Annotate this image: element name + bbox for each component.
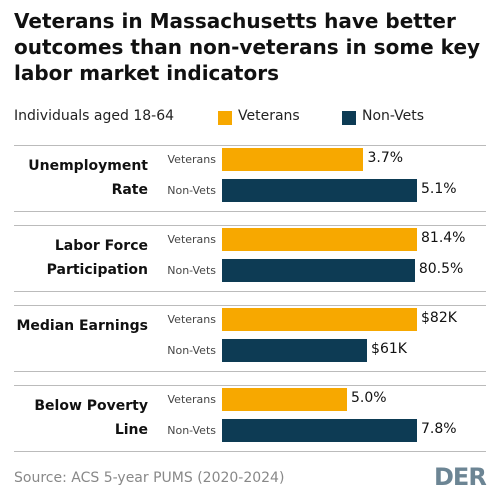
chart-title: Veterans in Massachusetts have better ou… (14, 9, 481, 85)
bar (222, 339, 368, 362)
bar (222, 259, 415, 282)
row-label: Non-Vets (167, 424, 216, 437)
separator (14, 305, 486, 306)
subtitle: Individuals aged 18-64 (14, 108, 175, 124)
category-label: Unemployment Rate (28, 158, 148, 198)
value-label: $61K (371, 341, 407, 357)
row-label: Non-Vets (167, 344, 216, 357)
separator (14, 145, 486, 146)
row-label: Veterans (167, 313, 217, 326)
category-label: Below Poverty Line (34, 398, 148, 438)
separator (14, 225, 486, 226)
row-label: Veterans (167, 233, 217, 246)
bar (222, 228, 417, 251)
value-label: $82K (421, 310, 457, 326)
category-label: Labor Force Participation (46, 238, 148, 278)
value-label: 80.5% (418, 261, 464, 277)
separator (14, 451, 486, 452)
row-label: Veterans (167, 393, 217, 406)
separator (14, 371, 486, 372)
separator (14, 385, 486, 386)
value-label: 5.1% (421, 181, 457, 197)
legend-label: Non-Vets (362, 108, 425, 124)
bar (222, 419, 417, 442)
row-label: Non-Vets (167, 264, 216, 277)
separator (14, 211, 486, 212)
row-label: Veterans (167, 153, 217, 166)
value-label: 7.8% (421, 421, 457, 437)
logo: DER (434, 463, 487, 491)
legend-swatch (218, 111, 232, 125)
separator (14, 291, 486, 292)
value-label: 5.0% (351, 390, 387, 406)
value-label: 3.7% (367, 150, 404, 166)
bar (222, 179, 417, 202)
source: Source: ACS 5-year PUMS (2020-2024) (14, 470, 285, 486)
category-label: Median Earnings (16, 318, 148, 334)
bar (222, 148, 364, 171)
value-label: 81.4% (421, 230, 466, 246)
legend-label: Veterans (238, 108, 300, 124)
legend-swatch (342, 111, 356, 125)
bar (222, 388, 347, 411)
row-label: Non-Vets (167, 184, 216, 197)
bar (222, 308, 417, 331)
